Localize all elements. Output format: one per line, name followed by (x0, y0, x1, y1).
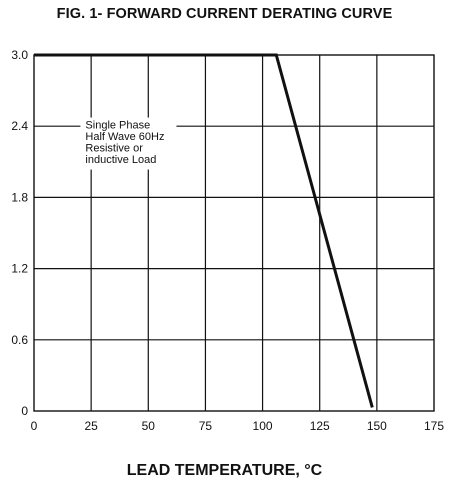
x-tick-label: 175 (424, 419, 444, 433)
x-tick-label: 125 (310, 419, 330, 433)
plot-area (34, 55, 434, 411)
y-tick-label: 1.8 (11, 190, 28, 204)
x-tick-label: 150 (367, 419, 387, 433)
y-tick-label: 0 (21, 404, 28, 418)
y-tick-label: 0.6 (11, 333, 28, 347)
derating-curve (34, 53, 374, 408)
x-tick-label: 25 (84, 419, 98, 433)
annotation-line: Single Phase (85, 120, 150, 132)
annotation-line: inductive Load (85, 154, 156, 166)
x-axis-label: LEAD TEMPERATURE, °C (126, 462, 323, 479)
annotation-line: Half Wave 60Hz (85, 131, 164, 143)
x-tick-label: 75 (199, 419, 213, 433)
y-tick-label: 3.0 (11, 48, 28, 62)
x-tick-label: 100 (253, 419, 273, 433)
y-tick-label: 2.4 (11, 119, 28, 133)
annotation-background (80, 117, 177, 170)
series-group (34, 53, 374, 408)
x-tick-label: 0 (31, 419, 38, 433)
x-tick-label: 50 (142, 419, 156, 433)
y-tick-labels: 0 0.6 1.2 1.8 2.4 3.0 (11, 48, 28, 418)
x-tick-labels: 0 25 50 75 100 125 150 175 (31, 419, 445, 433)
annotation-line: Resistive or (85, 143, 143, 155)
chart-title: FIG. 1- FORWARD CURRENT DERATING CURVE (56, 6, 393, 22)
vertical-gridlines (90, 55, 378, 411)
y-tick-label: 1.2 (11, 262, 28, 276)
